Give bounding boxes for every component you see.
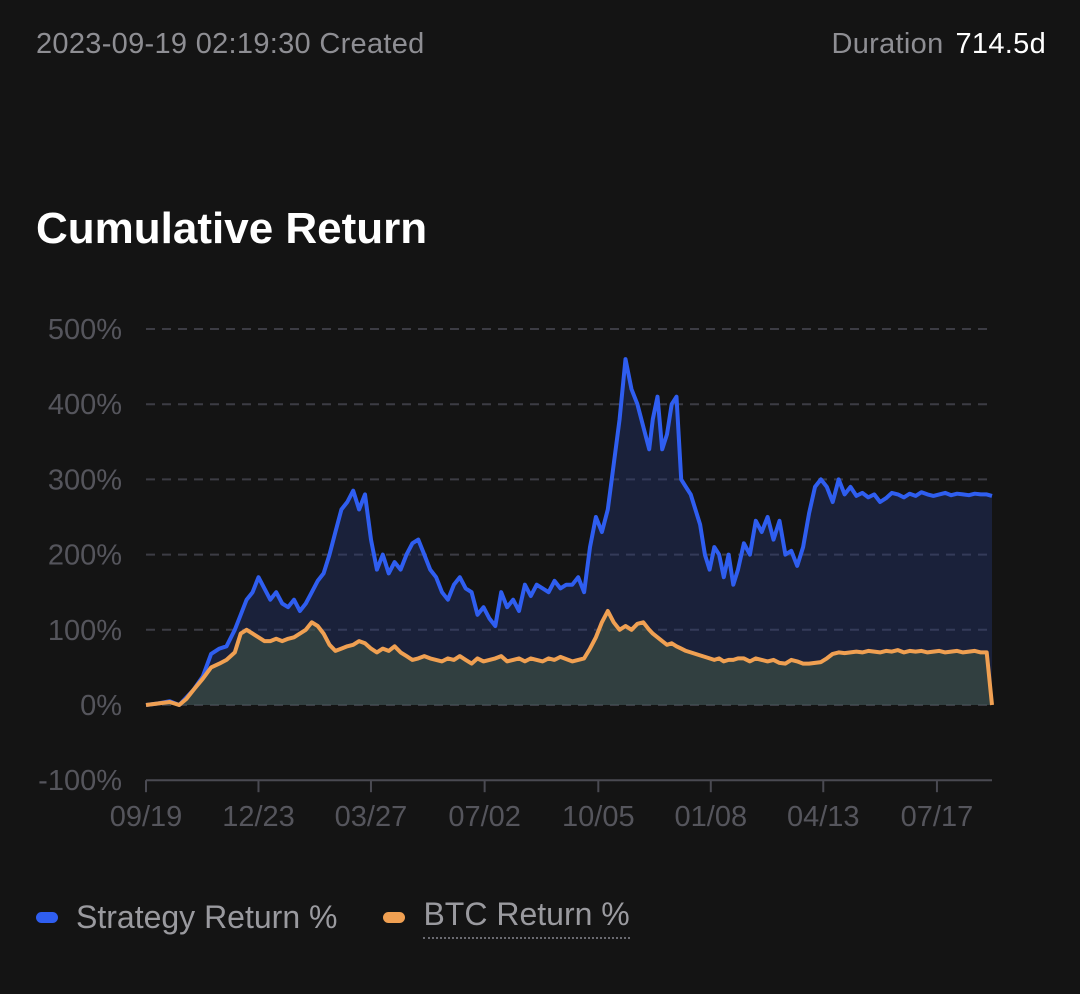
series-area-strategy xyxy=(146,359,992,705)
duration-value: 714.5d xyxy=(955,28,1046,60)
duration-label: Duration xyxy=(831,28,944,60)
y-tick-label: 200% xyxy=(48,540,122,572)
y-tick-label: 500% xyxy=(48,314,122,346)
cumulative-return-chart: 500% 400% 300% 200% 100% 0% -100% 09/19 12/23 03/… xyxy=(38,314,994,833)
series-line-strategy xyxy=(145,357,993,707)
y-tick-label: 0% xyxy=(80,690,122,722)
line-layer xyxy=(145,357,994,707)
header-row: 2023-09-19 02:19:30 Created Duration 714.… xyxy=(36,28,1046,61)
series-line-btc xyxy=(145,609,994,707)
created-timestamp: 2023-09-19 02:19:30 Created xyxy=(36,28,425,60)
x-tick-label: 07/02 xyxy=(448,801,521,833)
legend-label-strategy: Strategy Return % xyxy=(76,899,338,935)
strategy-swatch-icon xyxy=(36,912,58,923)
btc-swatch-icon xyxy=(383,912,406,923)
y-tick-label: 400% xyxy=(48,389,122,421)
legend-item-btc[interactable]: BTC Return % xyxy=(383,896,630,939)
x-tick-label: 04/13 xyxy=(787,801,860,833)
legend: Strategy Return % BTC Return % xyxy=(36,896,676,939)
legend-item-strategy[interactable]: Strategy Return % xyxy=(36,899,337,936)
series-area-btc xyxy=(146,611,992,705)
x-tick-label: 09/19 xyxy=(110,801,183,833)
chart-title: Cumulative Return xyxy=(36,204,428,253)
y-tick-label: -100% xyxy=(38,765,122,797)
x-tick-label: 10/05 xyxy=(562,801,635,833)
x-tick-label: 12/23 xyxy=(222,801,295,833)
legend-label-btc: BTC Return % xyxy=(423,896,630,939)
y-tick-label: 300% xyxy=(48,464,122,496)
x-tick-label: 03/27 xyxy=(335,801,408,833)
x-tick-label: 01/08 xyxy=(675,801,748,833)
y-tick-label: 100% xyxy=(48,615,122,647)
x-tick-label: 07/17 xyxy=(901,801,974,833)
duration: Duration 714.5d xyxy=(831,28,1046,61)
axis-layer: 500% 400% 300% 200% 100% 0% -100% 09/19 12/23 03/… xyxy=(38,314,992,833)
area-layer xyxy=(146,359,992,705)
